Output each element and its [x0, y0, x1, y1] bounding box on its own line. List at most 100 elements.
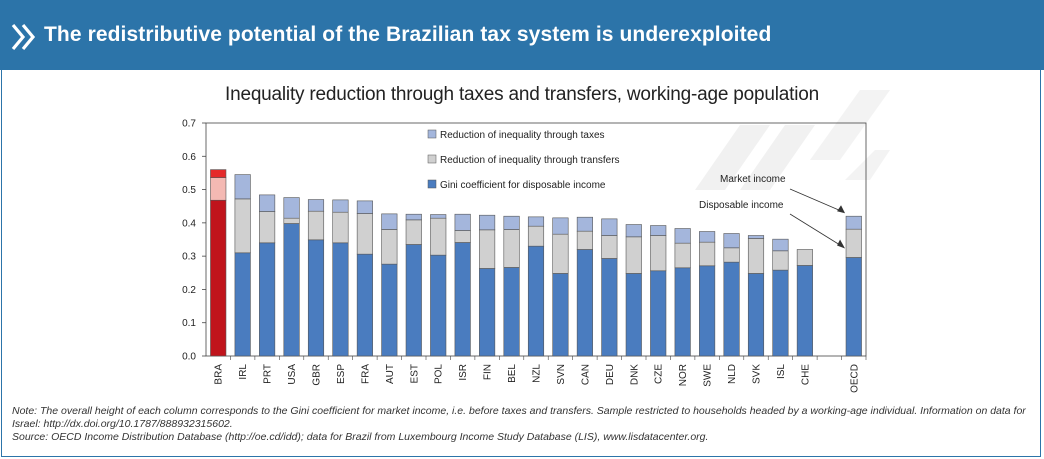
x-tick-label: OECD [849, 364, 860, 393]
transfers-segment [650, 235, 667, 272]
gini-segment [552, 273, 569, 357]
x-tick-label: NZL [532, 364, 543, 383]
y-tick-label: 0.7 [182, 119, 196, 130]
transfers-segment [576, 230, 593, 250]
transfers-segment [259, 211, 276, 244]
gini-segment [307, 239, 325, 357]
gini-segment [625, 273, 642, 357]
gini-segment [259, 242, 276, 357]
taxes-segment [601, 218, 618, 236]
x-tick-label: DNK [629, 364, 640, 385]
taxes-segment [576, 216, 593, 232]
gini-segment [356, 253, 373, 357]
x-tick-label: BRA [214, 364, 225, 385]
taxes-segment [454, 213, 471, 231]
y-tick-label: 0.0 [182, 352, 196, 363]
gini-segment [479, 268, 496, 357]
gini-segment [381, 263, 398, 357]
x-tick-label: NLD [727, 364, 738, 384]
gini-segment [283, 223, 300, 357]
transfers-segment [699, 241, 716, 267]
annotation-label: Market income [720, 174, 786, 185]
legend-label: Gini coefficient for disposable income [440, 180, 606, 191]
transfers-segment [430, 217, 447, 256]
transfers-segment [210, 177, 227, 201]
gini-segment [674, 267, 691, 357]
y-tick-label: 0.5 [182, 185, 196, 196]
taxes-segment [503, 215, 520, 230]
transfers-segment [234, 198, 251, 254]
gini-segment [503, 267, 520, 357]
gini-segment [576, 249, 593, 357]
transfers-segment [796, 249, 813, 266]
x-tick-label: FIN [483, 364, 494, 380]
x-tick-label: FRA [360, 364, 371, 384]
x-tick-label: SWE [703, 364, 714, 387]
x-tick-label: USA [287, 364, 298, 385]
taxes-segment [747, 235, 765, 239]
legend-label: Reduction of inequality through transfer… [440, 155, 620, 166]
transfers-segment [356, 213, 373, 255]
annotation-arrowhead [837, 205, 846, 214]
x-tick-label: ISL [776, 364, 787, 379]
gini-segment [601, 258, 618, 357]
taxes-segment [307, 199, 325, 212]
x-tick-label: CZE [654, 364, 665, 384]
taxes-segment [845, 215, 862, 230]
taxes-segment [259, 194, 276, 212]
note-text: Note: The overall height of each column … [12, 405, 1026, 430]
content-frame [1, 70, 1041, 457]
annotation-arrowhead [837, 239, 846, 249]
x-tick-label: IRL [238, 364, 249, 380]
taxes-segment [234, 174, 251, 200]
transfers-segment [405, 219, 422, 245]
taxes-segment [283, 197, 300, 219]
legend-swatch [427, 179, 437, 189]
gini-segment [772, 269, 789, 357]
x-tick-label: CAN [580, 364, 591, 385]
gini-segment [527, 245, 545, 357]
x-tick-label: ISR [458, 364, 469, 381]
annotation-label: Disposable income [699, 200, 784, 211]
chart-notes: Note: The overall height of each column … [12, 405, 1032, 444]
x-tick-label: SVK [752, 364, 763, 384]
taxes-segment [430, 214, 447, 219]
chart-title: Inequality reduction through taxes and t… [225, 84, 819, 105]
taxes-segment [772, 238, 789, 252]
taxes-segment [332, 199, 349, 213]
taxes-segment [527, 216, 545, 227]
legend-swatch [427, 154, 437, 164]
transfers-segment [552, 233, 569, 274]
watermark-stripes [695, 90, 890, 190]
gini-segment [796, 265, 813, 357]
taxes-segment [405, 213, 422, 221]
taxes-segment [650, 225, 667, 236]
taxes-segment [356, 200, 373, 214]
gini-segment [234, 252, 251, 357]
transfers-segment [845, 228, 862, 258]
transfers-segment [381, 229, 398, 265]
chevron-right-icon [11, 23, 36, 51]
transfers-segment [527, 225, 545, 247]
y-tick-label: 0.2 [182, 285, 196, 296]
y-tick-label: 0.4 [182, 218, 196, 229]
taxes-segment [210, 169, 227, 178]
stacked-bar-chart: 0.0 0.1 0.2 0.3 0.4 0.5 0.6 0.7 BRA IRL PRT USA GBR E… [182, 119, 867, 393]
transfers-segment [307, 210, 325, 241]
x-tick-label: ESP [336, 364, 347, 384]
annotation-arrow [789, 213, 845, 248]
taxes-segment [381, 213, 398, 230]
x-tick-label: EST [409, 364, 420, 383]
gini-segment [210, 199, 227, 357]
header-title: The redistributive potential of the Braz… [44, 23, 772, 46]
gini-segment [747, 273, 765, 357]
taxes-segment [552, 217, 569, 235]
transfers-segment [747, 238, 765, 274]
source-text: Source: OECD Income Distribution Databas… [12, 431, 709, 443]
transfers-segment [283, 217, 300, 224]
x-tick-label: CHE [800, 364, 811, 385]
legend-label: Reduction of inequality through taxes [440, 130, 605, 141]
y-tick-label: 0.6 [182, 152, 196, 163]
gini-segment [845, 257, 862, 357]
gini-segment [405, 244, 422, 357]
